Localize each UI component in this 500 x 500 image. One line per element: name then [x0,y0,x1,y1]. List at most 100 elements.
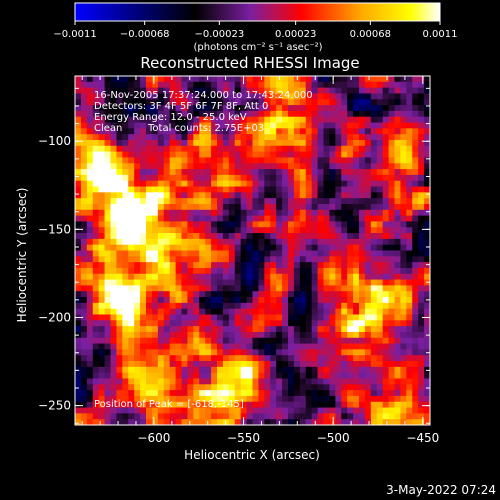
heatmap-cell [175,76,182,83]
heatmap-cell [424,326,430,333]
heatmap-cell [80,145,88,153]
heatmap-cell [341,349,348,356]
heatmap-cell [199,326,206,333]
heatmap-cell [424,337,430,344]
heatmap-cell [104,372,111,379]
heatmap-cell [388,250,395,257]
heatmap-cell [305,81,313,89]
heatmap-cell [217,122,224,129]
heatmap-cell [400,99,407,106]
heatmap-cell [75,209,82,216]
heatmap-cell [80,314,88,321]
heatmap-cell [282,81,289,89]
heatmap-cell [134,180,141,187]
heatmap-cell [323,337,330,344]
heatmap-cell [104,355,111,362]
heatmap-cell [163,337,171,344]
heatmap-cell [311,250,318,257]
heatmap-cell [151,233,159,240]
heatmap-cell [282,326,289,333]
heatmap-cell [134,99,141,106]
heatmap-cell [270,163,277,170]
heatmap-cell [388,297,395,304]
heatmap-cell [110,174,117,182]
heatmap-cell [311,128,318,135]
heatmap-cell [258,99,265,106]
heatmap-cell [282,209,289,216]
heatmap-cell [258,390,265,397]
heatmap-cell [146,81,153,89]
heatmap-cell [406,151,413,158]
heatmap-cell [299,331,307,339]
heatmap-cell [205,186,212,193]
heatmap-cell [228,419,236,425]
heatmap-cell [299,355,307,362]
heatmap-cell [412,378,419,385]
heatmap-cell [92,186,100,193]
heatmap-cell [323,308,330,315]
heatmap-cell [400,326,407,333]
heatmap-cell [187,99,194,106]
heatmap-cell [282,139,289,147]
heatmap-cell [347,262,354,269]
heatmap-cell [305,361,313,368]
heatmap-cell [424,343,430,350]
heatmap-cell [246,180,253,187]
heatmap-cell [116,215,123,222]
heatmap-cell [128,256,135,263]
heatmap-cell [400,139,407,147]
heatmap-cell [364,308,372,315]
heatmap-cell [311,180,318,187]
heatmap-cell [86,262,94,269]
heatmap-cell [270,209,277,216]
heatmap-cell [104,378,111,385]
heatmap-cell [140,378,147,385]
heatmap-cell [181,186,188,193]
heatmap-cell [353,203,360,211]
heatmap-cell [98,326,105,333]
heatmap-cell [293,163,301,170]
heatmap-cell [75,244,82,251]
heatmap-cell [347,361,354,368]
heatmap-cell [317,413,324,420]
heatmap-cell [175,198,182,205]
heatmap-cell [305,337,313,344]
heatmap-cell [400,151,407,158]
heatmap-cell [246,163,253,170]
heatmap-cell [323,366,330,374]
heatmap-cell [317,221,324,228]
heatmap-cell [364,267,372,275]
heatmap-cell [364,326,372,333]
heatmap-cell [222,128,230,135]
heatmap-cell [116,157,123,164]
heatmap-cell [116,256,123,263]
heatmap-cell [240,413,247,420]
heatmap-cell [104,105,111,112]
heatmap-cell [282,180,289,187]
heatmap-cell [80,390,88,397]
heatmap-cell [175,419,182,425]
heatmap-cell [151,76,159,83]
heatmap-cell [146,87,153,94]
heatmap-cell [364,419,372,425]
heatmap-cell [86,180,94,187]
heatmap-cell [252,326,259,333]
heatmap-cell [128,308,135,315]
heatmap-cell [359,76,366,83]
heatmap-cell [276,291,283,298]
heatmap-cell [388,233,395,240]
heatmap-cell [205,215,212,222]
heatmap-cell [364,256,372,263]
heatmap-cell [382,174,389,182]
heatmap-cell [80,366,88,374]
heatmap-cell [86,105,94,112]
heatmap-cell [217,221,224,228]
heatmap-cell [187,180,194,187]
heatmap-cell [146,151,153,158]
heatmap-cell [110,99,117,106]
heatmap-cell [376,256,384,263]
heatmap-cell [80,122,88,129]
heatmap-cell [205,331,212,339]
heatmap-cell [329,128,336,135]
heatmap-cell [104,145,111,153]
